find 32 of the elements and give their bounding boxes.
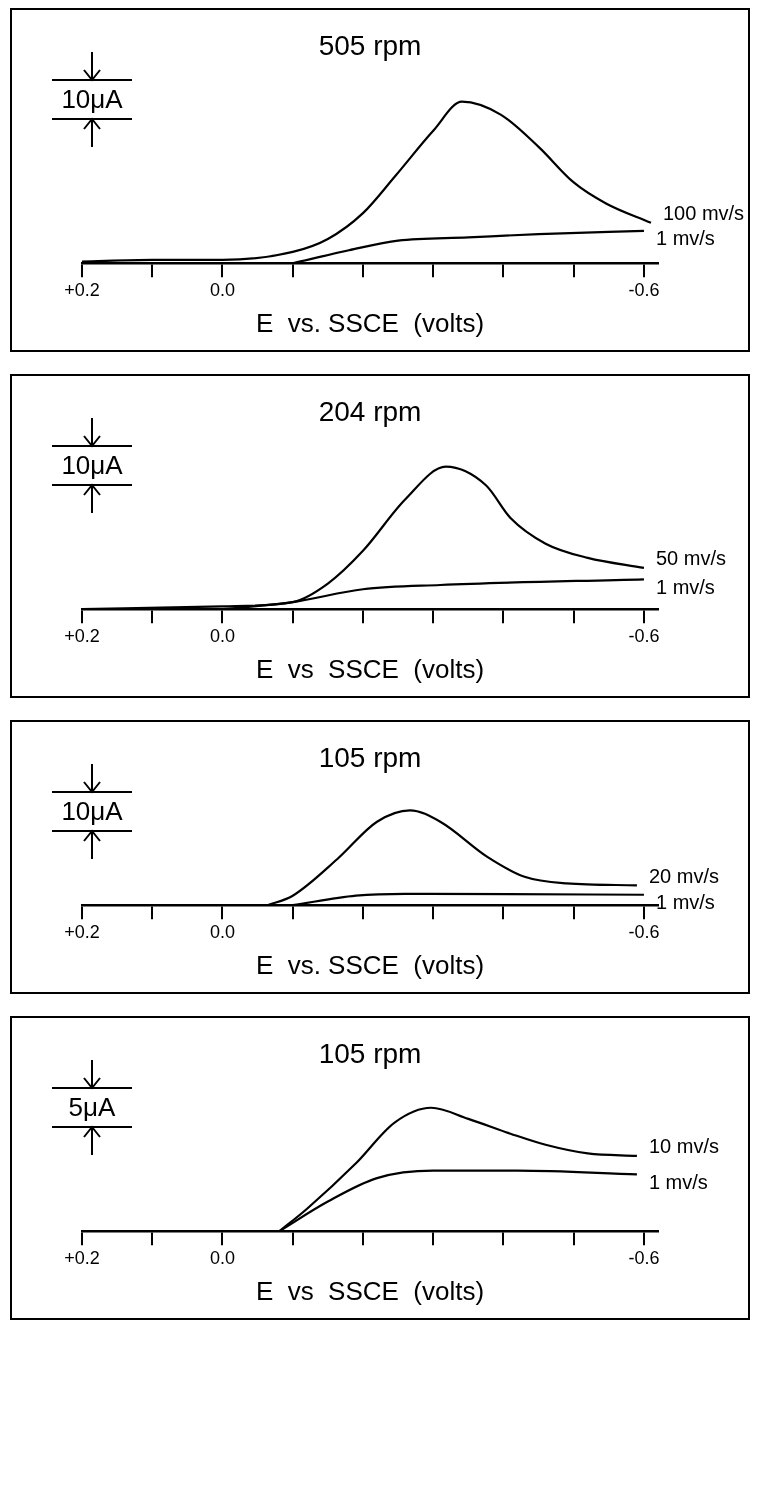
x-tick-label: +0.2 [64,921,100,942]
series-label: 1 mv/s [655,575,715,598]
x-tick-label: -0.6 [628,625,660,646]
series-label: 10 mv/s [648,1135,719,1158]
series-label: 1 mv/s [648,1170,708,1193]
annotation: 5μA [67,1092,117,1123]
x-tick-label: +0.2 [64,1247,100,1268]
x-axis-title: E vs. SSCE (volts) [255,949,485,980]
x-tick-label: +0.2 [64,279,100,300]
x-tick-label: -0.6 [628,921,660,942]
annotation: 10μA [60,450,124,481]
series-label: 20 mv/s [648,864,719,887]
chart-title: 204 rpm [318,395,422,427]
series-label: 1 mv/s [655,891,715,914]
chart-title: 105 rpm [318,1037,422,1069]
x-axis-title: E vs SSCE (volts) [255,653,485,684]
chart-title: 505 rpm [318,29,422,61]
chart-title: 105 rpm [318,741,422,773]
x-tick-label: 0.0 [209,625,235,646]
x-tick-label: -0.6 [628,1247,660,1268]
x-tick-label: 0.0 [209,279,235,300]
series-label: 1 mv/s [655,227,715,250]
series-label: 100 mv/s [662,202,745,225]
annotation: 10μA [60,796,124,827]
annotation: 10μA [60,84,124,115]
x-tick-label: -0.6 [628,279,660,300]
x-axis-title: E vs. SSCE (volts) [255,307,485,338]
x-tick-label: +0.2 [64,625,100,646]
x-tick-label: 0.0 [209,921,235,942]
x-tick-label: 0.0 [209,1247,235,1268]
x-axis-title: E vs SSCE (volts) [255,1275,485,1306]
series-label: 50 mv/s [655,547,726,570]
